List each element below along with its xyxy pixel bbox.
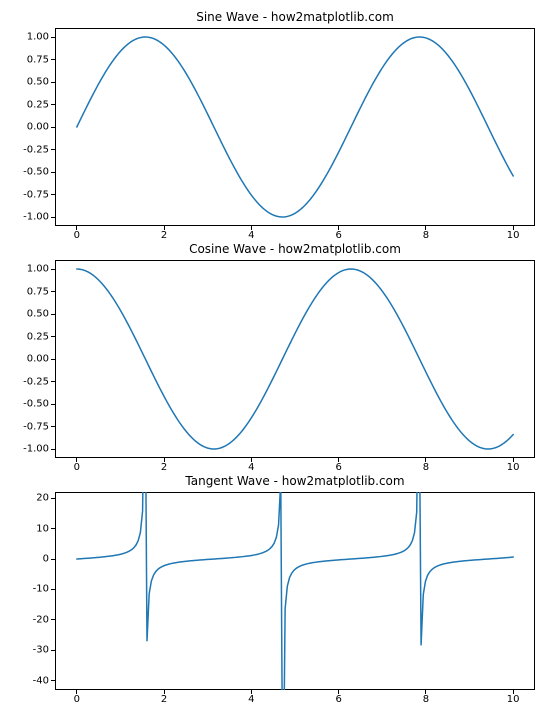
ytick-mark: [51, 149, 55, 150]
subplot-tangent: Tangent Wave - how2matplotlib.com -40-30…: [55, 492, 535, 690]
plot-area: [55, 492, 535, 690]
ytick-label: -0.50: [23, 167, 49, 178]
xtick-label: 10: [507, 462, 520, 473]
ytick-mark: [51, 127, 55, 128]
subplot-title: Cosine Wave - how2matplotlib.com: [55, 242, 535, 256]
ytick-label: 10: [36, 523, 49, 534]
xtick-label: 2: [161, 230, 167, 241]
xtick-label: 6: [335, 462, 341, 473]
ytick-mark: [51, 336, 55, 337]
xtick-label: 6: [335, 230, 341, 241]
ytick-label: 0.00: [27, 122, 49, 133]
figure: { "figure": { "width_px": 560, "height_p…: [0, 0, 560, 700]
ytick-mark: [51, 194, 55, 195]
ytick-mark: [51, 172, 55, 173]
ytick-label: -10: [33, 584, 49, 595]
ytick-label: -40: [33, 675, 49, 686]
ytick-label: 0.00: [27, 354, 49, 365]
subplot-sine: Sine Wave - how2matplotlib.com -1.00-0.7…: [55, 28, 535, 226]
xtick-label: 4: [248, 230, 254, 241]
xtick-label: 10: [507, 230, 520, 241]
ytick-label: 20: [36, 493, 49, 504]
ytick-mark: [51, 559, 55, 560]
plot-area: [55, 260, 535, 458]
subplot-title: Sine Wave - how2matplotlib.com: [55, 10, 535, 24]
ytick-mark: [51, 381, 55, 382]
ytick-label: -1.00: [23, 212, 49, 223]
ytick-label: -1.00: [23, 444, 49, 455]
ytick-mark: [51, 104, 55, 105]
ytick-mark: [51, 291, 55, 292]
ytick-label: -0.75: [23, 421, 49, 432]
ytick-mark: [51, 528, 55, 529]
ytick-label: 0.25: [27, 331, 49, 342]
ytick-mark: [51, 650, 55, 651]
ytick-mark: [51, 619, 55, 620]
ytick-mark: [51, 680, 55, 681]
ytick-label: -20: [33, 614, 49, 625]
ytick-mark: [51, 498, 55, 499]
ytick-mark: [51, 59, 55, 60]
xtick-label: 0: [74, 462, 80, 473]
ytick-label: 0.25: [27, 99, 49, 110]
xtick-label: 2: [161, 462, 167, 473]
ytick-label: 0: [43, 554, 49, 565]
xtick-label: 8: [423, 230, 429, 241]
ytick-label: -0.75: [23, 189, 49, 200]
ytick-label: 0.75: [27, 54, 49, 65]
subplot-cosine: Cosine Wave - how2matplotlib.com -1.00-0…: [55, 260, 535, 458]
ytick-label: -0.50: [23, 399, 49, 410]
subplot-title: Tangent Wave - how2matplotlib.com: [55, 474, 535, 488]
ytick-label: -30: [33, 645, 49, 656]
ytick-label: 0.50: [27, 77, 49, 88]
xtick-label: 0: [74, 230, 80, 241]
ytick-mark: [51, 589, 55, 590]
ytick-mark: [51, 82, 55, 83]
ytick-mark: [51, 217, 55, 218]
ytick-mark: [51, 404, 55, 405]
ytick-label: -0.25: [23, 144, 49, 155]
ytick-mark: [51, 314, 55, 315]
xtick-label: 4: [248, 462, 254, 473]
ytick-label: -0.25: [23, 376, 49, 387]
ytick-label: 0.50: [27, 309, 49, 320]
ytick-label: 1.00: [27, 264, 49, 275]
ytick-label: 1.00: [27, 32, 49, 43]
ytick-mark: [51, 37, 55, 38]
ytick-mark: [51, 426, 55, 427]
ytick-mark: [51, 269, 55, 270]
ytick-label: 0.75: [27, 286, 49, 297]
line-series: [77, 37, 513, 217]
xtick-label: 8: [423, 462, 429, 473]
line-series: [77, 269, 513, 449]
ytick-mark: [51, 359, 55, 360]
plot-area: [55, 28, 535, 226]
ytick-mark: [51, 449, 55, 450]
